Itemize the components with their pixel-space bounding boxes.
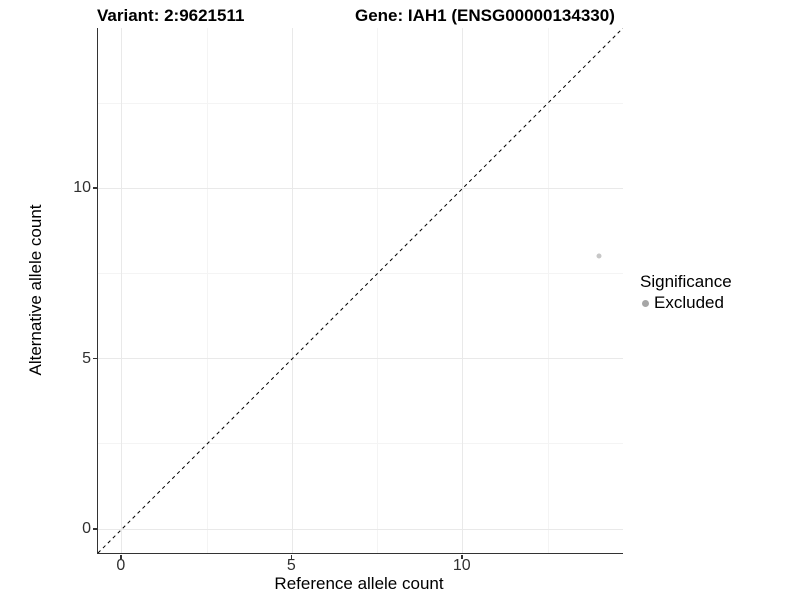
y-tick-mark xyxy=(93,187,97,189)
legend-item-label: Excluded xyxy=(654,293,724,312)
x-axis-title: Reference allele count xyxy=(274,574,444,593)
y-tick-mark xyxy=(93,357,97,360)
y-tick-label: 10 xyxy=(73,179,91,197)
plot-panel xyxy=(97,28,623,554)
minor-gridline-y xyxy=(98,272,623,274)
y-tick-mark xyxy=(93,528,97,530)
minor-gridline-y xyxy=(98,102,623,104)
major-gridline-x xyxy=(121,28,123,553)
y-tick-label: 5 xyxy=(82,349,91,367)
minor-gridline-y xyxy=(98,443,623,445)
major-gridline-x xyxy=(291,28,293,553)
legend-items: Excluded xyxy=(640,293,732,313)
x-tick-mark xyxy=(290,554,293,559)
legend-title: Significance xyxy=(640,272,732,291)
data-point xyxy=(596,253,602,259)
y-axis-title: Alternative allele count xyxy=(26,204,45,376)
major-gridline-y xyxy=(98,528,623,530)
y-tick-label: 0 xyxy=(82,520,91,538)
major-gridline-x xyxy=(462,28,464,553)
x-tick-mark xyxy=(461,554,463,559)
legend-key-dot xyxy=(642,299,649,307)
major-gridline-y xyxy=(98,187,623,189)
x-tick-mark xyxy=(120,554,122,559)
gene-title: Gene: IAH1 (ENSG00000134330) xyxy=(355,6,615,25)
legend: Significance Excluded xyxy=(640,272,732,313)
minor-gridline-x xyxy=(547,28,549,553)
minor-gridline-x xyxy=(206,28,208,553)
x-tick-label: 0 xyxy=(116,557,126,574)
variant-title: Variant: 2:9621511 xyxy=(97,6,245,25)
major-gridline-y xyxy=(98,358,623,360)
x-tick-label: 10 xyxy=(452,557,471,574)
minor-gridline-x xyxy=(377,28,379,553)
x-tick-label: 5 xyxy=(286,557,296,574)
legend-item: Excluded xyxy=(640,293,732,313)
identity-dashed-line xyxy=(98,28,623,553)
